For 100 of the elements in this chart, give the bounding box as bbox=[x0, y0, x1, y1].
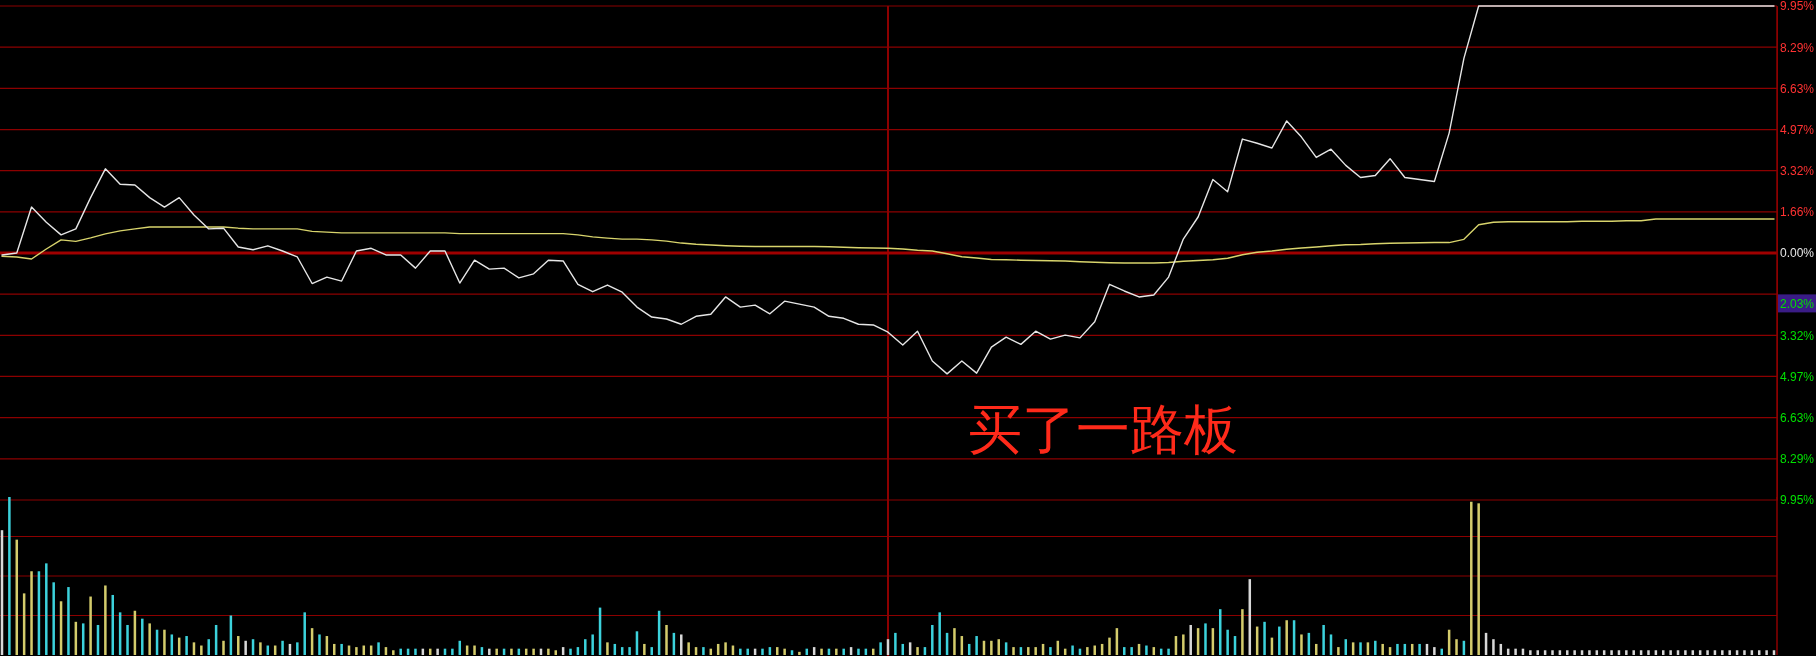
bar bbox=[1108, 637, 1111, 655]
bar bbox=[835, 648, 838, 655]
bar bbox=[1721, 650, 1724, 655]
bar bbox=[938, 612, 941, 655]
bar bbox=[628, 647, 631, 655]
bar bbox=[857, 648, 860, 655]
bar bbox=[1669, 650, 1672, 655]
bar bbox=[702, 647, 705, 655]
bar bbox=[207, 639, 210, 655]
bar bbox=[665, 624, 668, 655]
bar bbox=[451, 648, 454, 655]
bar bbox=[1027, 647, 1030, 655]
bar bbox=[931, 624, 934, 655]
bar bbox=[244, 640, 247, 655]
bar bbox=[222, 640, 225, 655]
bar bbox=[148, 623, 151, 655]
bar bbox=[1374, 640, 1377, 655]
y-tick-label: 1.66% bbox=[1780, 205, 1815, 220]
bar bbox=[1322, 624, 1325, 655]
bar bbox=[1588, 650, 1591, 655]
bar bbox=[1662, 650, 1665, 655]
bar bbox=[990, 640, 993, 655]
bar bbox=[1204, 623, 1207, 655]
annotation: 买了一路板 bbox=[968, 399, 1238, 459]
bar bbox=[237, 636, 240, 655]
bar bbox=[532, 648, 535, 655]
y-tick-label: 0.00% bbox=[1780, 246, 1815, 261]
bar bbox=[1337, 647, 1340, 655]
bar bbox=[1566, 650, 1569, 655]
bar bbox=[1123, 647, 1126, 655]
bar bbox=[1632, 650, 1635, 655]
bar bbox=[1433, 647, 1436, 655]
bar bbox=[104, 585, 107, 655]
bar bbox=[333, 643, 336, 655]
bar bbox=[45, 563, 48, 655]
bar bbox=[953, 628, 956, 655]
bar bbox=[1189, 624, 1192, 655]
bar bbox=[1130, 647, 1133, 655]
bar bbox=[776, 647, 779, 655]
y-tick-label: 4.97% bbox=[1780, 122, 1815, 137]
bar bbox=[1285, 620, 1288, 655]
y-tick-label: 8.29% bbox=[1780, 452, 1815, 467]
bar bbox=[1610, 650, 1613, 655]
bar bbox=[377, 642, 380, 655]
bar bbox=[436, 648, 439, 655]
bar bbox=[687, 642, 690, 655]
bar bbox=[303, 612, 306, 655]
bar bbox=[1263, 621, 1266, 655]
bar bbox=[185, 636, 188, 655]
bar bbox=[606, 642, 609, 655]
bar bbox=[8, 497, 11, 655]
bar bbox=[1145, 645, 1148, 655]
bar bbox=[650, 647, 653, 655]
bar bbox=[355, 647, 358, 655]
bar bbox=[89, 596, 92, 655]
bar bbox=[746, 648, 749, 655]
bar bbox=[163, 629, 166, 655]
bar bbox=[1167, 648, 1170, 655]
bar bbox=[1455, 639, 1458, 655]
bar bbox=[975, 636, 978, 655]
bar bbox=[761, 648, 764, 655]
bar bbox=[1396, 643, 1399, 655]
bar bbox=[1470, 501, 1473, 655]
y-tick-label: 4.97% bbox=[1780, 369, 1815, 384]
bar bbox=[1093, 645, 1096, 655]
bar bbox=[584, 639, 587, 655]
bar bbox=[1381, 643, 1384, 655]
bar bbox=[798, 651, 801, 655]
bar bbox=[259, 642, 262, 655]
y-tick-label: 9.95% bbox=[1780, 0, 1815, 14]
y-tick-label: 9.95% bbox=[1780, 493, 1815, 508]
bar bbox=[1071, 645, 1074, 655]
bar bbox=[1219, 609, 1222, 655]
bar bbox=[318, 634, 321, 655]
bar bbox=[1492, 639, 1495, 655]
bar bbox=[1536, 650, 1539, 655]
line-series bbox=[1, 218, 1775, 264]
bar bbox=[842, 648, 845, 655]
bar bbox=[739, 648, 742, 655]
bar bbox=[916, 647, 919, 655]
bar bbox=[1418, 643, 1421, 655]
bar bbox=[1049, 647, 1052, 655]
bar bbox=[30, 571, 33, 655]
bar bbox=[680, 634, 683, 655]
bar bbox=[1241, 609, 1244, 655]
bar bbox=[1086, 647, 1089, 655]
bar bbox=[126, 624, 129, 655]
bar bbox=[1012, 647, 1015, 655]
bar bbox=[1743, 650, 1746, 655]
bar bbox=[1514, 648, 1517, 655]
bar bbox=[820, 648, 823, 655]
bar bbox=[200, 645, 203, 655]
y-tick-label: 8.29% bbox=[1780, 40, 1815, 55]
bar bbox=[1728, 650, 1731, 655]
bar bbox=[1625, 650, 1628, 655]
annotation: 2.03% bbox=[1780, 296, 1815, 311]
y-tick-label: 3.32% bbox=[1780, 328, 1815, 343]
bar bbox=[894, 632, 897, 655]
bar bbox=[340, 643, 343, 655]
bar bbox=[473, 645, 476, 655]
